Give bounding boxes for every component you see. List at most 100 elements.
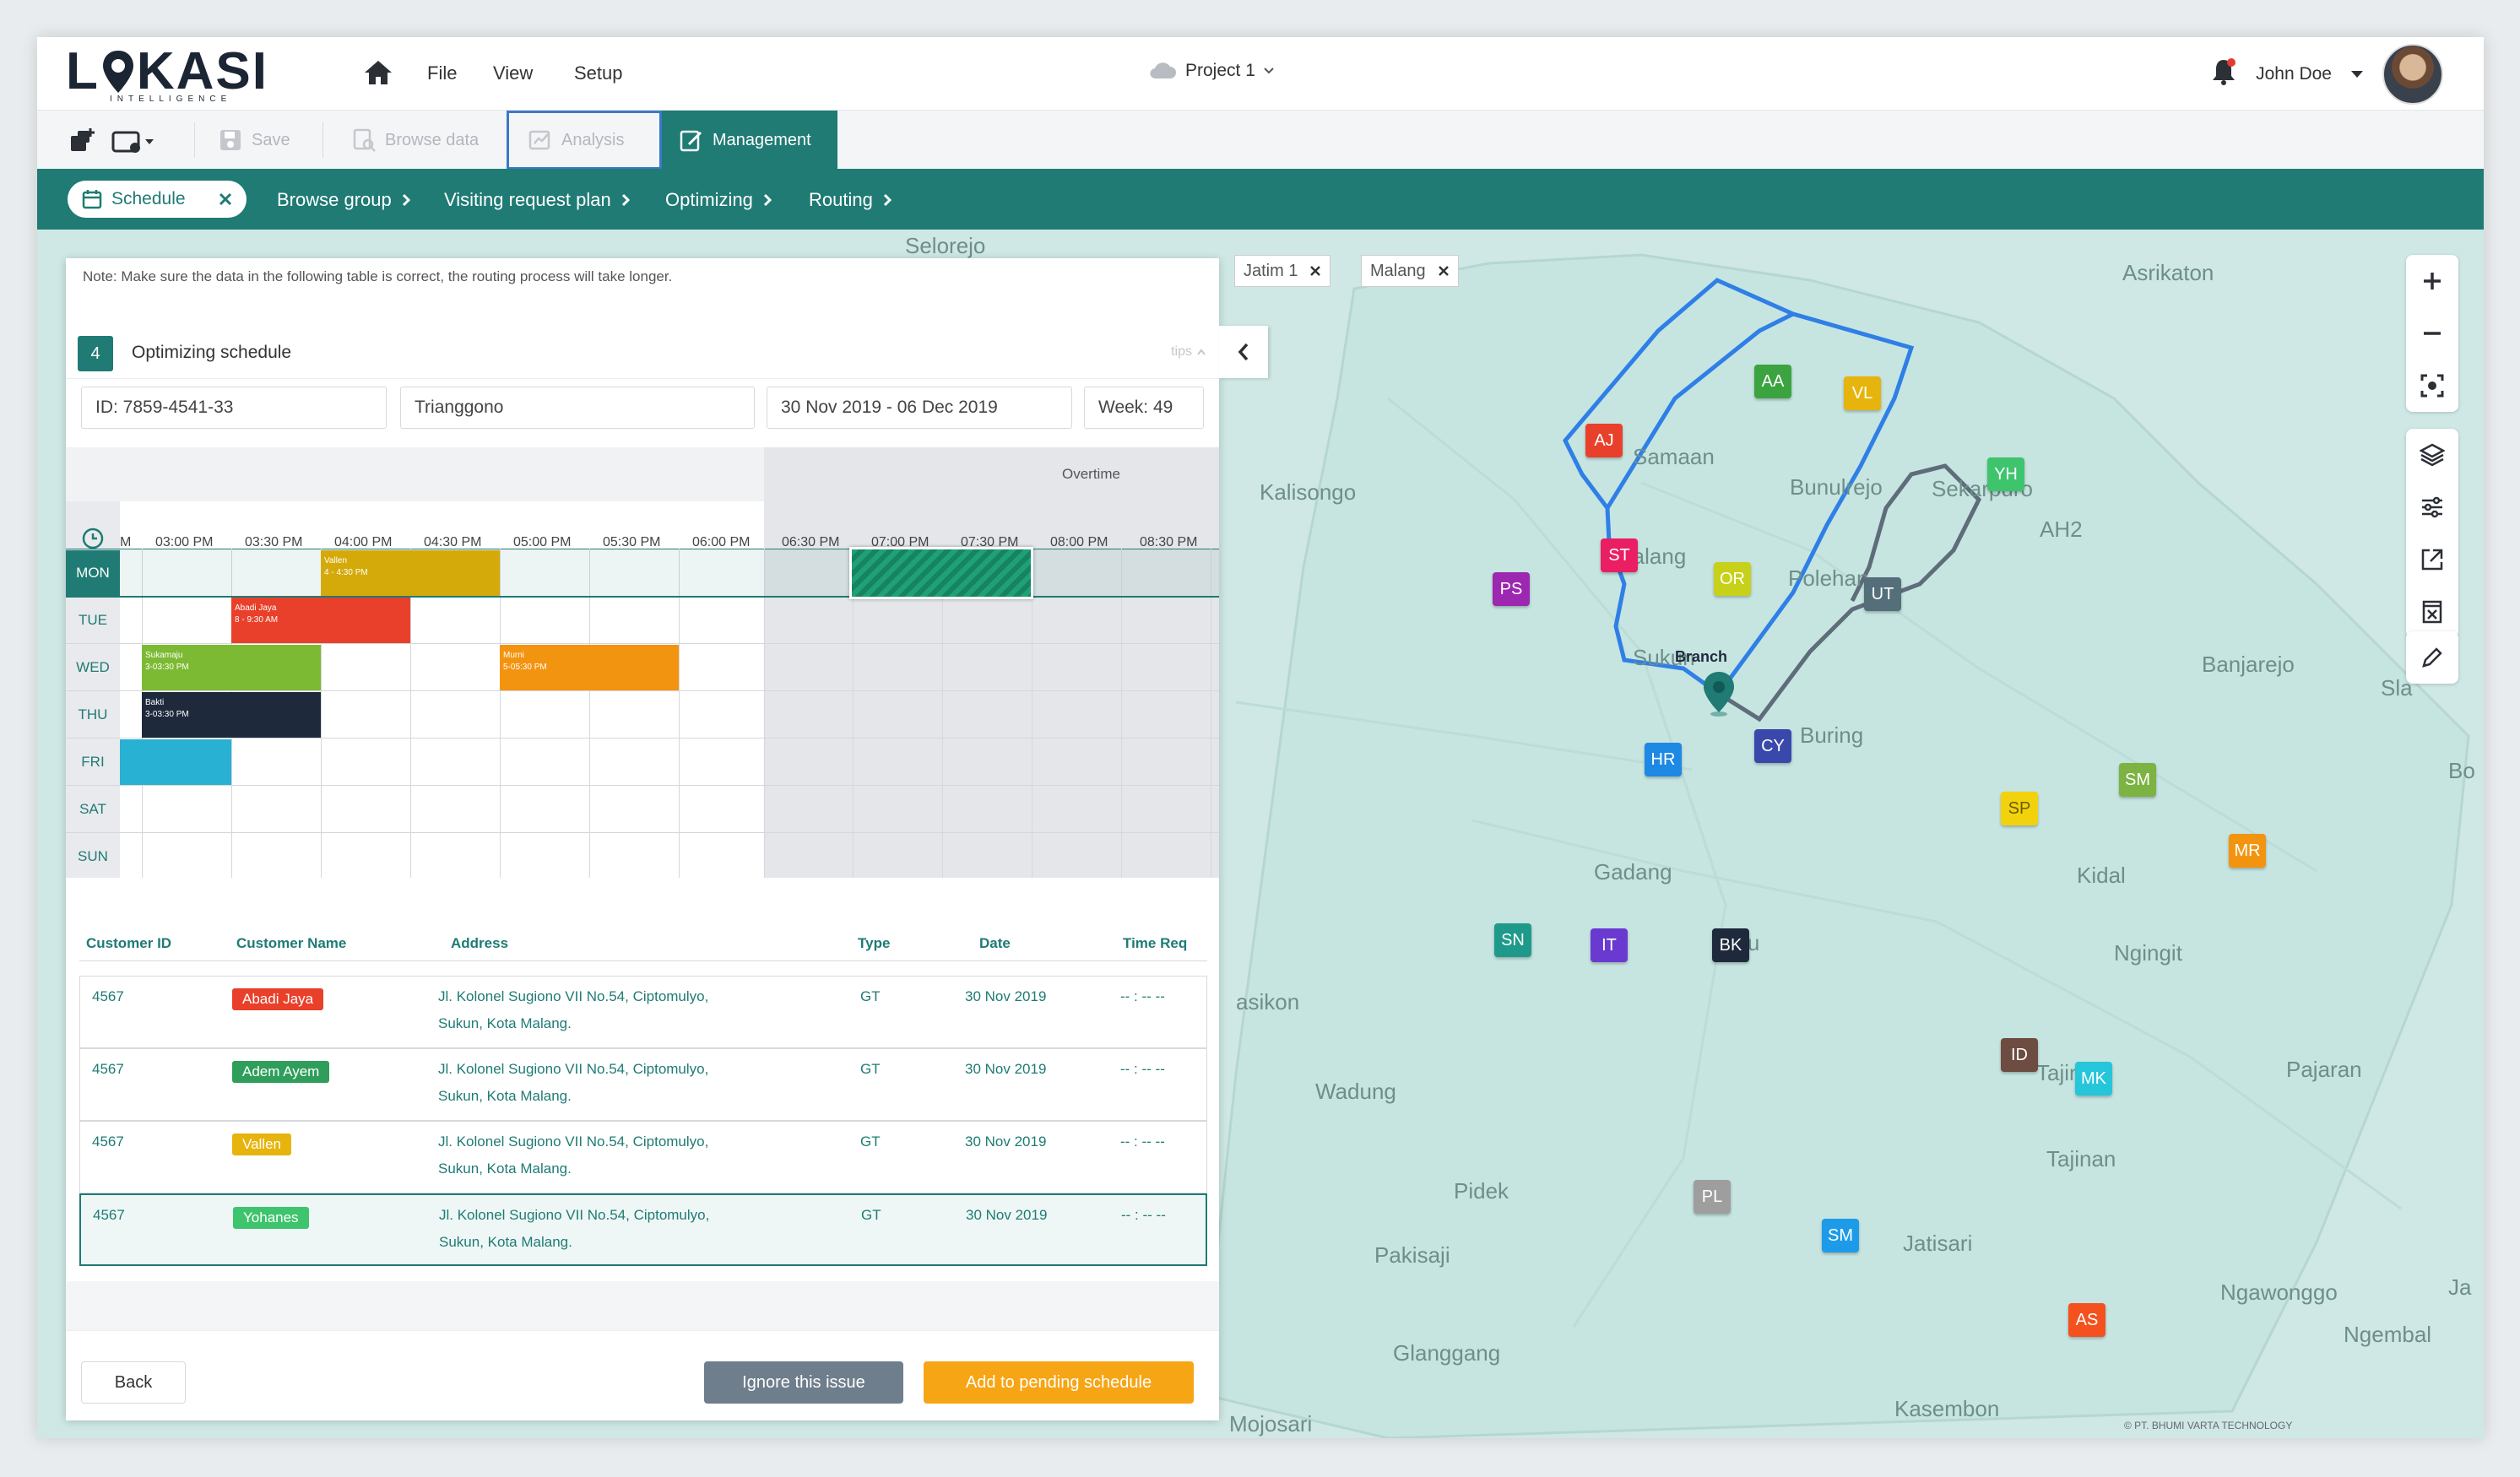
cell-type: GT: [860, 988, 881, 1004]
date-range-field[interactable]: 30 Nov 2019 - 06 Dec 2019: [767, 387, 1072, 429]
table-row[interactable]: 4567 Abadi Jaya Jl. Kolonel Sugiono VII …: [79, 976, 1207, 1048]
place-label: Jatisari: [1903, 1231, 1973, 1256]
menu-setup[interactable]: Setup: [574, 62, 623, 84]
week-field[interactable]: Week: 49: [1084, 387, 1204, 429]
place-label: Buring: [1800, 722, 1864, 748]
map-marker[interactable]: BK: [1712, 928, 1749, 962]
place-label: Sukun: [1633, 645, 1695, 670]
browse-data-icon: [353, 128, 376, 152]
collapse-panel-button[interactable]: [1219, 326, 1268, 378]
time-label: 04:00 PM: [334, 535, 393, 549]
schedule-event[interactable]: Murni 5-05:30 PM: [500, 645, 679, 690]
chip-label: Malang: [1370, 261, 1426, 280]
schedule-label: Schedule: [111, 189, 186, 208]
schedule-pill[interactable]: Schedule: [68, 181, 247, 218]
day-label[interactable]: TUE: [79, 612, 107, 628]
close-icon[interactable]: [1309, 265, 1321, 277]
pencil-icon[interactable]: [2406, 631, 2458, 684]
add-to-pending-button[interactable]: Add to pending schedule: [924, 1361, 1194, 1404]
map-marker[interactable]: UT: [1864, 577, 1901, 611]
map-marker[interactable]: YH: [1987, 457, 2024, 491]
map-marker[interactable]: OR: [1714, 562, 1751, 596]
map-marker[interactable]: AJ: [1585, 424, 1623, 457]
day-label[interactable]: WED: [76, 659, 110, 675]
user-menu-caret-icon[interactable]: [2350, 70, 2364, 78]
analysis-button[interactable]: Analysis: [507, 111, 662, 170]
close-icon[interactable]: [1438, 265, 1450, 277]
tips-toggle[interactable]: tips: [1171, 344, 1206, 360]
crumb-visiting-request-plan[interactable]: Visiting request plan: [444, 189, 630, 211]
project-selector[interactable]: Project 1: [1148, 61, 1274, 81]
day-label[interactable]: SUN: [78, 848, 108, 864]
user-name[interactable]: John Doe: [2256, 64, 2332, 84]
schedule-event[interactable]: Vallen 4 - 4:30 PM: [321, 550, 500, 596]
map-marker[interactable]: SN: [1494, 923, 1531, 957]
day-label[interactable]: MON: [66, 550, 120, 596]
map-filter-chip-jatim[interactable]: Jatim 1: [1234, 255, 1331, 287]
table-row-selected[interactable]: 4567 Yohanes Jl. Kolonel Sugiono VII No.…: [79, 1193, 1207, 1266]
filter-sliders-icon[interactable]: [2406, 481, 2458, 533]
map-marker[interactable]: AS: [2068, 1303, 2105, 1337]
menu-view[interactable]: View: [493, 62, 534, 84]
back-button[interactable]: Back: [81, 1361, 186, 1404]
map-marker[interactable]: ST: [1601, 538, 1638, 572]
schedule-event[interactable]: Bakti 3-03:30 PM: [142, 692, 321, 738]
map-filter-chip-malang[interactable]: Malang: [1361, 255, 1459, 287]
map-marker[interactable]: VL: [1844, 376, 1881, 410]
schedule-event[interactable]: Abadi Jaya 8 - 9:30 AM: [231, 598, 410, 643]
cell-address: Jl. Kolonel Sugiono VII No.54, Ciptomuly…: [438, 1133, 709, 1150]
customer-tag: Yohanes: [233, 1207, 309, 1229]
map-marker[interactable]: SP: [2001, 792, 2038, 825]
layers-icon[interactable]: [2406, 429, 2458, 481]
close-icon[interactable]: [218, 192, 233, 207]
new-map-icon[interactable]: [68, 111, 98, 170]
map-marker[interactable]: CY: [1754, 729, 1791, 763]
table-row[interactable]: 4567 Adem Ayem Jl. Kolonel Sugiono VII N…: [79, 1048, 1207, 1121]
map-marker[interactable]: SM: [2119, 763, 2156, 797]
day-label[interactable]: FRI: [81, 754, 105, 770]
time-label: 07:30 PM: [961, 535, 1019, 549]
schedule-event[interactable]: Sukamaju 3-03:30 PM: [142, 645, 321, 690]
ignore-issue-button[interactable]: Ignore this issue: [704, 1361, 903, 1404]
map-marker[interactable]: HR: [1645, 743, 1682, 776]
crumb-optimizing[interactable]: Optimizing: [665, 189, 772, 211]
chevron-right-icon: [621, 193, 630, 207]
event-name: Vallen: [324, 556, 348, 565]
day-label[interactable]: SAT: [79, 801, 106, 817]
branch-pin-icon[interactable]: [1700, 670, 1737, 722]
map-marker[interactable]: PS: [1493, 572, 1530, 606]
schedule-id-field[interactable]: ID: 7859-4541-33: [81, 387, 387, 429]
cell-address: Sukun, Kota Malang.: [438, 1160, 572, 1177]
map-tools: [2406, 429, 2458, 638]
notification-bell-icon[interactable]: [2210, 57, 2237, 91]
zoom-in-icon[interactable]: [2406, 255, 2458, 307]
crumb-routing[interactable]: Routing: [809, 189, 891, 211]
clear-map-icon[interactable]: [2406, 586, 2458, 638]
browse-data-button[interactable]: Browse data: [351, 111, 479, 170]
menu-file[interactable]: File: [427, 62, 458, 84]
map-marker[interactable]: SM: [1822, 1219, 1859, 1252]
open-file-icon[interactable]: [110, 111, 157, 170]
locate-icon[interactable]: [2406, 360, 2458, 412]
home-icon[interactable]: [363, 59, 393, 90]
new-slot-placeholder[interactable]: [849, 547, 1033, 599]
schedule-event[interactable]: [120, 739, 231, 785]
avatar[interactable]: [2382, 44, 2443, 105]
zoom-out-icon[interactable]: [2406, 307, 2458, 360]
map-marker[interactable]: ID: [2001, 1038, 2038, 1072]
day-label[interactable]: THU: [78, 706, 108, 722]
map-marker[interactable]: IT: [1591, 928, 1628, 962]
map-marker[interactable]: MR: [2229, 834, 2266, 868]
salesman-field[interactable]: Trianggono: [400, 387, 755, 429]
save-button[interactable]: Save: [218, 111, 290, 170]
grid-line: [66, 832, 1219, 833]
management-button[interactable]: Management: [662, 111, 837, 170]
map-marker[interactable]: MK: [2075, 1062, 2112, 1096]
export-icon[interactable]: [2406, 533, 2458, 586]
table-row[interactable]: 4567 Vallen Jl. Kolonel Sugiono VII No.5…: [79, 1121, 1207, 1193]
map-marker[interactable]: AA: [1754, 365, 1791, 398]
cell-id: 4567: [93, 1207, 125, 1223]
crumb-browse-group[interactable]: Browse group: [277, 189, 410, 211]
place-label: Wadung: [1315, 1079, 1396, 1104]
map-marker[interactable]: PL: [1694, 1180, 1731, 1214]
